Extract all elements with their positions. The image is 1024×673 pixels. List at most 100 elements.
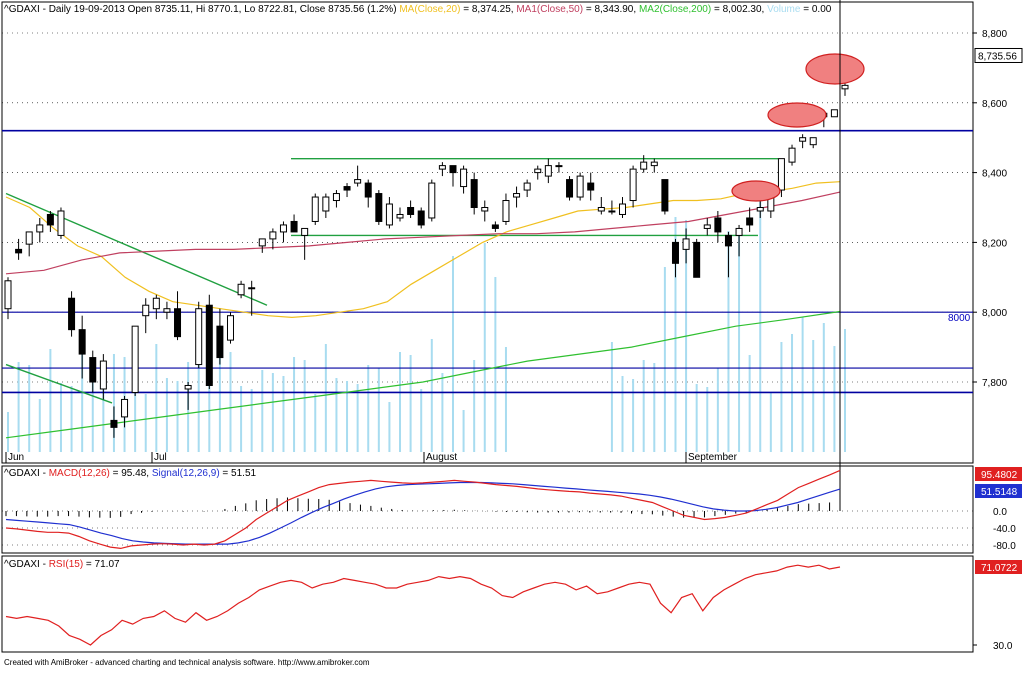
bearish-candle[interactable]	[343, 186, 351, 191]
bullish-candle[interactable]	[269, 231, 277, 240]
bullish-candle[interactable]	[195, 308, 203, 366]
bullish-candle[interactable]	[703, 224, 711, 229]
bullish-candle[interactable]	[36, 224, 44, 233]
bearish-candle[interactable]	[470, 179, 478, 209]
bearish-candle[interactable]	[290, 220, 298, 233]
volume-bar	[367, 365, 370, 452]
bearish-candle[interactable]	[746, 217, 754, 226]
header-segment: = 8,002.30,	[711, 4, 767, 15]
bearish-candle[interactable]	[78, 329, 86, 355]
month-label: Jun	[8, 452, 24, 463]
bearish-candle[interactable]	[661, 179, 669, 212]
price-pane[interactable]	[1, 1, 974, 464]
bullish-candle[interactable]	[809, 137, 817, 146]
bearish-candle[interactable]	[417, 210, 425, 226]
volume-bar	[451, 256, 454, 452]
volume-bar	[314, 394, 317, 452]
bullish-candle[interactable]	[99, 360, 107, 390]
rsi-axis-tick-label: 30.0	[993, 641, 1013, 652]
bullish-candle[interactable]	[438, 165, 446, 170]
bearish-candle[interactable]	[46, 213, 54, 226]
volume-bar	[441, 373, 444, 452]
bullish-candle[interactable]	[513, 193, 521, 198]
bearish-candle[interactable]	[15, 248, 23, 254]
bullish-candle[interactable]	[830, 109, 838, 118]
macd-line	[5, 469, 841, 550]
bullish-candle[interactable]	[4, 280, 12, 310]
bullish-candle[interactable]	[184, 384, 192, 390]
header-segment: ^GDAXI -	[4, 468, 49, 479]
rsi-pane[interactable]	[1, 555, 974, 653]
bearish-candle[interactable]	[491, 224, 499, 229]
bullish-candle[interactable]	[25, 231, 33, 245]
bullish-candle[interactable]	[619, 203, 627, 215]
bullish-candle[interactable]	[385, 203, 393, 226]
bearish-candle[interactable]	[693, 241, 701, 278]
bullish-candle[interactable]	[544, 165, 552, 177]
bearish-candle[interactable]	[671, 241, 679, 264]
bullish-candle[interactable]	[237, 283, 245, 296]
bearish-candle[interactable]	[449, 165, 457, 174]
bullish-candle[interactable]	[301, 227, 309, 236]
bullish-candle[interactable]	[799, 137, 807, 142]
bullish-candle[interactable]	[481, 207, 489, 212]
bullish-candle[interactable]	[258, 238, 266, 247]
volume-bar	[409, 355, 412, 452]
bullish-candle[interactable]	[152, 297, 160, 310]
bullish-candle[interactable]	[650, 161, 658, 167]
bullish-candle[interactable]	[57, 210, 65, 236]
bullish-candle[interactable]	[121, 398, 129, 418]
bullish-candle[interactable]	[322, 196, 330, 212]
signal-value-badge	[975, 484, 1022, 498]
bullish-candle[interactable]	[640, 161, 648, 170]
bearish-candle[interactable]	[364, 182, 372, 198]
bullish-candle[interactable]	[597, 207, 605, 212]
volume-bar	[261, 370, 264, 452]
bullish-candle[interactable]	[523, 182, 531, 191]
bullish-candle[interactable]	[735, 227, 743, 236]
bearish-candle[interactable]	[174, 308, 182, 338]
bullish-candle[interactable]	[142, 304, 150, 317]
bullish-candle[interactable]	[332, 193, 340, 202]
bullish-candle[interactable]	[311, 196, 319, 222]
bullish-candle[interactable]	[396, 213, 404, 219]
bearish-candle[interactable]	[566, 179, 574, 198]
volume-bar	[17, 362, 20, 452]
volume-bar	[388, 402, 391, 452]
bullish-candle[interactable]	[163, 308, 171, 313]
bearish-candle[interactable]	[89, 357, 97, 383]
bullish-candle[interactable]	[608, 210, 616, 213]
bullish-candle[interactable]	[629, 168, 637, 202]
bullish-candle[interactable]	[226, 315, 234, 341]
bullish-candle[interactable]	[279, 224, 287, 233]
macd-pane[interactable]	[1, 465, 974, 554]
bullish-candle[interactable]	[576, 175, 584, 198]
bearish-candle[interactable]	[110, 419, 118, 428]
volume-bar	[632, 379, 635, 452]
bullish-candle[interactable]	[460, 168, 468, 188]
bullish-candle[interactable]	[131, 325, 139, 393]
bullish-candle[interactable]	[534, 168, 542, 174]
bearish-candle[interactable]	[205, 304, 213, 386]
bullish-candle[interactable]	[502, 200, 510, 222]
bullish-candle[interactable]	[428, 182, 436, 219]
bullish-candle[interactable]	[841, 84, 849, 90]
bullish-candle[interactable]	[756, 207, 764, 212]
bullish-candle[interactable]	[555, 165, 563, 168]
bullish-candle[interactable]	[354, 179, 362, 184]
bearish-candle[interactable]	[724, 234, 732, 247]
bullish-candle[interactable]	[777, 158, 785, 191]
bearish-candle[interactable]	[216, 325, 224, 359]
volume-bar	[674, 217, 677, 452]
bullish-candle[interactable]	[248, 287, 256, 290]
bearish-candle[interactable]	[375, 193, 383, 222]
bearish-candle[interactable]	[587, 182, 595, 191]
bearish-candle[interactable]	[714, 217, 722, 233]
bearish-candle[interactable]	[407, 207, 415, 215]
bearish-candle[interactable]	[68, 297, 76, 331]
bullish-candle[interactable]	[788, 147, 796, 163]
volume-bar	[769, 392, 772, 452]
volume-bar	[812, 340, 815, 452]
bullish-candle[interactable]	[682, 238, 690, 250]
